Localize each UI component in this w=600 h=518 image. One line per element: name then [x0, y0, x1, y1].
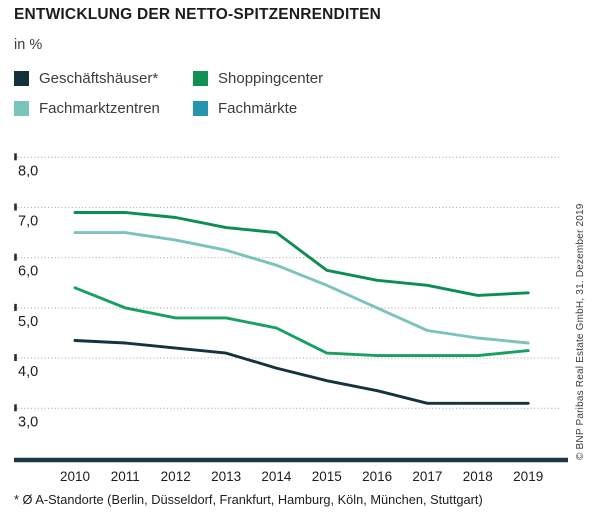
x-tick-label: 2014 [261, 469, 292, 484]
series-line [73, 339, 530, 405]
legend-swatch-fachmarktzentren [14, 100, 29, 116]
legend-label-fachmaerkte: Fachmärkte [218, 99, 298, 117]
legend-swatch-fachmaerkte [193, 100, 208, 116]
y-tick-label: 6,0 [18, 264, 38, 280]
y-tick-label: 3,0 [18, 414, 38, 430]
x-tick-label: 2017 [412, 469, 442, 484]
legend-item-fachmaerkte: Fachmärkte [193, 93, 323, 123]
x-tick-label: 2011 [111, 469, 140, 484]
series-lines [73, 211, 530, 405]
series-line [73, 211, 530, 297]
x-tick-label: 2016 [362, 469, 392, 484]
y-tick-label: 4,0 [18, 364, 38, 380]
x-axis-labels: 2010 2011 2012 2013 2014 2015 2016 2017 2018 2019 [60, 469, 543, 484]
page-title: ENTWICKLUNG DER NETTO-SPITZENRENDITEN [14, 6, 382, 23]
legend-item-shoppingcenter: Shoppingcenter [193, 63, 323, 93]
legend-label-fachmarktzentren: Fachmarktzentren [39, 99, 160, 117]
legend-swatch-geschaeftshaeuser [14, 70, 29, 86]
series-line [73, 286, 530, 358]
y-grid: 8,0 7,0 6,0 5,0 4,0 3,0 [14, 153, 560, 430]
x-tick-label: 2015 [312, 469, 342, 484]
y-tick-label: 7,0 [18, 214, 38, 230]
legend-item-geschaeftshaeuser: Geschäftshäuser* [14, 63, 193, 93]
y-tick-label: 5,0 [18, 314, 38, 330]
y-tick-label: 8,0 [18, 163, 38, 179]
series-line [73, 231, 530, 345]
copyright-credit: © BNP Paribas Real Estate GmbH, 31. Deze… [575, 203, 586, 460]
x-tick-label: 2018 [463, 469, 493, 484]
legend-label-geschaeftshaeuser: Geschäftshäuser* [39, 69, 159, 87]
unit-label: in % [14, 37, 43, 53]
x-tick-label: 2012 [161, 469, 191, 484]
x-tick-label: 2013 [211, 469, 241, 484]
legend-swatch-shoppingcenter [193, 70, 208, 86]
x-tick-label: 2019 [513, 469, 543, 484]
legend-label-shoppingcenter: Shoppingcenter [218, 69, 324, 87]
footnote: * Ø A-Standorte (Berlin, Düsseldorf, Fra… [14, 492, 483, 507]
legend-item-fachmarktzentren: Fachmarktzentren [14, 93, 193, 123]
chart-legend: Geschäftshäuser* Shoppingcenter Fachmark… [14, 63, 323, 123]
x-tick-label: 2010 [60, 469, 90, 484]
